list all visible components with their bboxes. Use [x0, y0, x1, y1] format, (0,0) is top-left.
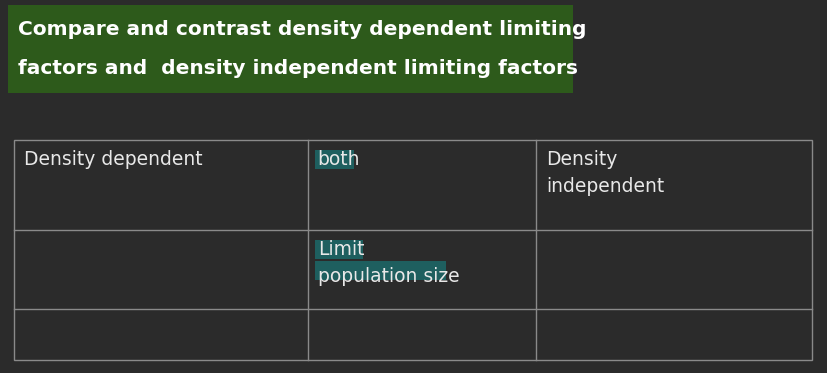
- Text: Limit
population size: Limit population size: [318, 240, 459, 286]
- Text: factors and  density independent limiting factors: factors and density independent limiting…: [18, 59, 577, 78]
- Text: Compare and contrast density dependent limiting: Compare and contrast density dependent l…: [18, 20, 586, 39]
- Text: both: both: [318, 150, 360, 169]
- Bar: [314, 261, 446, 280]
- Bar: [314, 240, 362, 259]
- Bar: [314, 150, 354, 169]
- Bar: [8, 5, 572, 93]
- Bar: [14, 140, 811, 360]
- Text: Density
independent: Density independent: [545, 150, 663, 196]
- Text: Density dependent: Density dependent: [24, 150, 203, 169]
